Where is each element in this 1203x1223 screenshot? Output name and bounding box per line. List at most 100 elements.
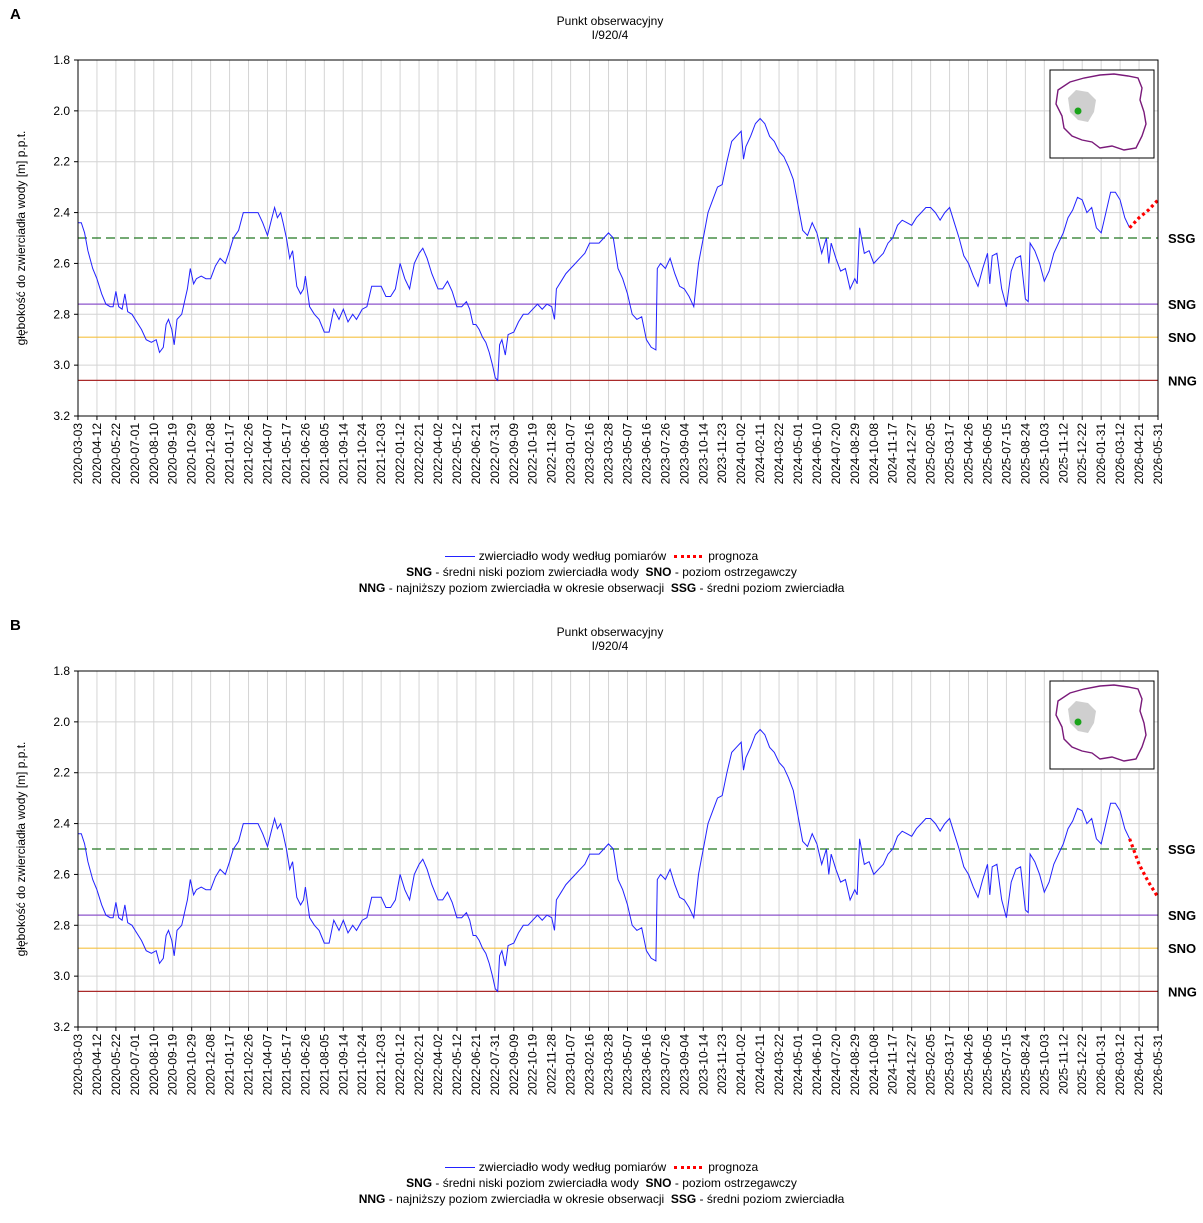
x-tick-label: 2023-01-07 [564, 1034, 578, 1096]
x-tick-label: 2021-04-07 [260, 423, 274, 485]
legend-sno-abbr: SNO [645, 565, 672, 579]
x-tick-label: 2024-11-17 [886, 423, 900, 484]
x-tick-label: 2023-01-07 [564, 423, 578, 485]
legend-forecast-label: prognoza [708, 1160, 759, 1174]
y-tick-label: 3.2 [53, 409, 70, 423]
x-tick-label: 2022-10-19 [526, 423, 540, 485]
x-tick-label: 2021-08-05 [317, 423, 331, 485]
x-tick-label: 2021-12-03 [374, 1034, 388, 1096]
legend-row-series: zwierciadło wody według pomiarów prognoza [0, 548, 1203, 564]
x-tick-label: 2021-10-24 [355, 423, 369, 485]
x-tick-label: 2020-07-01 [128, 423, 142, 485]
legend-row-sng-sno: SNG - średni niski poziom zwierciadła wo… [0, 1175, 1203, 1191]
x-tick-label: 2024-01-02 [734, 1034, 748, 1096]
x-tick-label: 2021-02-26 [242, 423, 256, 485]
x-tick-label: 2021-09-14 [336, 1034, 350, 1096]
legend-nng-abbr: NNG [358, 581, 386, 595]
x-tick-label: 2025-10-03 [1037, 1034, 1051, 1096]
x-tick-label: 2022-07-31 [488, 1034, 502, 1096]
x-tick-label: 2023-02-16 [583, 1034, 597, 1096]
x-tick-label: 2022-07-31 [488, 423, 502, 485]
x-tick-label: 2021-06-26 [298, 1034, 312, 1096]
y-tick-label: 2.2 [53, 766, 70, 780]
legend: zwierciadło wody według pomiarów prognoza… [0, 1159, 1203, 1207]
x-tick-label: 2022-02-21 [412, 423, 426, 485]
x-tick-label: 2023-11-23 [715, 1034, 729, 1095]
x-tick-label: 2024-07-20 [829, 423, 843, 485]
y-tick-label: 2.4 [53, 817, 70, 831]
legend-sng-text: - średni niski poziom zwierciadła wody [435, 1176, 639, 1190]
reference-label-sng: SNG [1168, 297, 1196, 312]
plot-frame [77, 59, 1159, 417]
y-tick-label: 2.0 [53, 104, 70, 118]
legend-row-sng-sno: SNG - średni niski poziom zwierciadła wo… [0, 564, 1203, 580]
x-tick-label: 2024-01-02 [734, 423, 748, 485]
x-tick-label: 2021-08-05 [317, 1034, 331, 1096]
legend-nng-abbr: NNG [358, 1192, 386, 1206]
x-tick-label: 2023-11-23 [715, 423, 729, 484]
x-tick-label: 2022-01-12 [393, 423, 407, 485]
x-tick-label: 2024-02-11 [753, 423, 767, 484]
y-tick-label: 3.0 [53, 969, 70, 983]
x-tick-label: 2020-05-22 [109, 1034, 123, 1096]
legend-nng-text: - najniższy poziom zwierciadła w okresie… [388, 581, 665, 595]
legend: zwierciadło wody według pomiarów prognoza… [0, 548, 1203, 596]
x-tick-label: 2020-08-10 [147, 1034, 161, 1096]
x-tick-label: 2023-05-07 [620, 1034, 634, 1096]
x-tick-label: 2022-11-28 [545, 423, 559, 484]
panel-letter: A [10, 6, 21, 23]
chart-title-line2: I/920/4 [592, 639, 629, 653]
plot-frame [77, 670, 1159, 1028]
x-tick-label: 2025-03-17 [943, 423, 957, 485]
legend-ssg-abbr: SSG [670, 581, 697, 595]
x-tick-label: 2025-11-12 [1056, 423, 1070, 484]
chart-panel-b: B Punkt obserwacyjny I/920/4 głębokość do … [0, 611, 1203, 1222]
x-tick-label: 2020-09-19 [166, 423, 180, 485]
x-tick-label: 2024-05-01 [791, 423, 805, 485]
x-tick-label: 2024-02-11 [753, 1034, 767, 1095]
x-tick-label: 2024-10-08 [867, 423, 881, 485]
x-tick-label: 2026-05-31 [1151, 423, 1165, 485]
reference-label-ssg: SSG [1168, 231, 1195, 246]
x-tick-label: 2023-03-28 [602, 423, 616, 485]
x-tick-label: 2020-03-03 [71, 423, 85, 485]
series-line-forecast [1128, 838, 1160, 899]
x-tick-label: 2021-12-03 [374, 423, 388, 485]
x-tick-label: 2025-07-15 [999, 1034, 1013, 1096]
x-tick-label: 2024-12-27 [905, 423, 919, 485]
legend-measured-swatch [444, 1167, 475, 1169]
x-tick-label: 2020-12-08 [204, 1034, 218, 1096]
x-tick-label: 2023-10-14 [696, 423, 710, 485]
legend-forecast-swatch [674, 1166, 703, 1170]
chart-title-line1: Punkt obserwacyjny [557, 625, 664, 639]
legend-row-series: zwierciadło wody według pomiarów prognoza [0, 1159, 1203, 1175]
x-tick-label: 2026-01-31 [1094, 1034, 1108, 1096]
x-tick-label: 2024-08-29 [848, 423, 862, 485]
x-tick-label: 2025-06-05 [980, 423, 994, 485]
legend-ssg-text: - średni poziom zwierciadła [699, 1192, 845, 1206]
y-tick-label: 2.4 [53, 206, 70, 220]
reference-label-nng: NNG [1168, 984, 1197, 999]
x-tick-label: 2025-06-05 [980, 1034, 994, 1096]
x-tick-label: 2021-09-14 [336, 423, 350, 485]
x-tick-label: 2022-04-02 [431, 1034, 445, 1096]
x-tick-label: 2024-06-10 [810, 423, 824, 485]
y-tick-label: 2.2 [53, 155, 70, 169]
y-tick-label: 3.0 [53, 358, 70, 372]
x-tick-label: 2023-09-04 [677, 423, 691, 485]
x-tick-label: 2026-03-12 [1113, 423, 1127, 485]
legend-sno-text: - poziom ostrzegawczy [674, 1176, 797, 1190]
x-tick-label: 2026-01-31 [1094, 423, 1108, 485]
chart-title-line2: I/920/4 [592, 28, 629, 42]
x-tick-label: 2023-06-16 [639, 423, 653, 485]
y-tick-label: 1.8 [53, 664, 70, 678]
x-tick-label: 2025-02-05 [924, 423, 938, 485]
x-tick-label: 2022-05-12 [450, 423, 464, 485]
x-tick-label: 2025-08-24 [1018, 423, 1032, 485]
legend-measured-label: zwierciadło wody według pomiarów [478, 549, 667, 563]
x-tick-label: 2022-04-02 [431, 423, 445, 485]
legend-measured-swatch [444, 556, 475, 558]
x-tick-label: 2021-05-17 [279, 1034, 293, 1096]
